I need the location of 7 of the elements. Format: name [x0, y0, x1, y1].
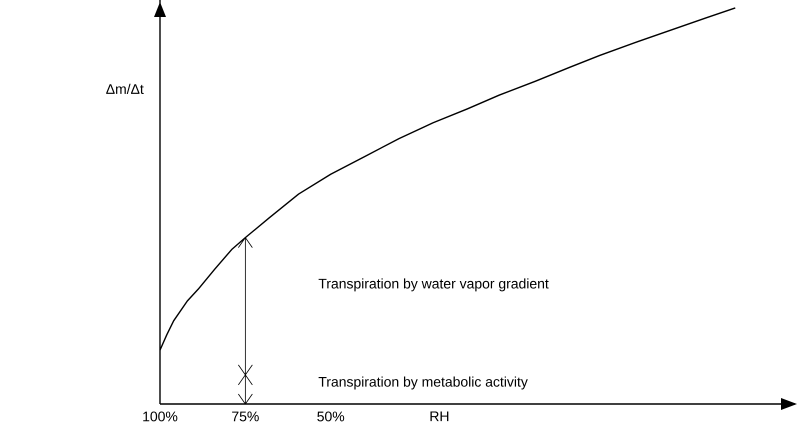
x-tick-label: 75% — [232, 412, 259, 422]
y-axis-title: Δm/Δt — [106, 84, 144, 94]
x-tick-label: 50% — [317, 412, 344, 422]
annotation: Transpiration by water vapor gradient — [318, 278, 549, 292]
x-axis-title: RH — [430, 412, 448, 422]
x-tick-label: 100% — [143, 412, 178, 422]
annotation: Transpiration by metabolic activity — [318, 376, 528, 390]
